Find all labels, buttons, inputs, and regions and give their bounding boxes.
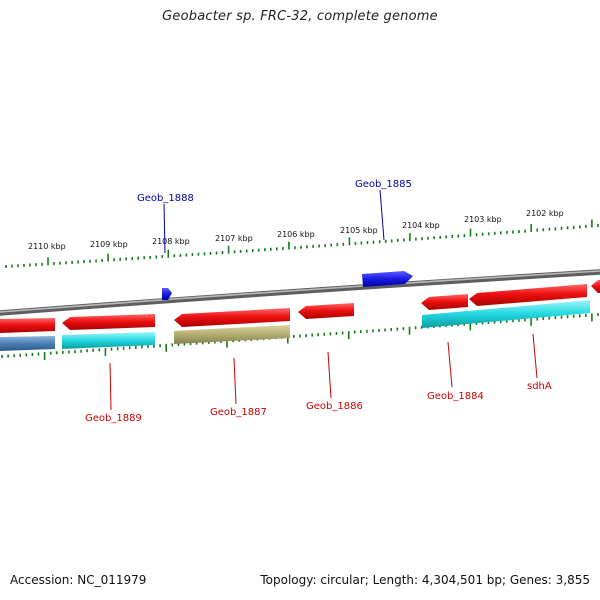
gene-label-geob-1886[interactable]: Geob_1886: [306, 401, 363, 412]
leader-geob-1885: [379, 189, 385, 241]
topology-text: Topology: circular; Length: 4,304,501 bp…: [260, 573, 590, 587]
kbp-label-2104: 2104 kbp: [402, 221, 440, 230]
gene-label-geob-1887[interactable]: Geob_1887: [210, 407, 267, 418]
leader-geob-1884: [447, 341, 453, 388]
gene-geob-1885[interactable]: [362, 271, 413, 287]
forward-strand-genes: [162, 271, 413, 300]
kbp-labels: 2110 kbp 2109 kbp 2108 kbp 2107 kbp 2106…: [28, 209, 564, 251]
gene-geob-1886[interactable]: [298, 303, 354, 319]
kbp-label-2107: 2107 kbp: [215, 234, 253, 243]
label-leader-lines: [109, 189, 538, 411]
accession-text: Accession: NC_011979: [10, 573, 147, 587]
leader-geob-1888: [163, 203, 166, 254]
leader-geob-1886: [327, 351, 332, 399]
kbp-label-2102: 2102 kbp: [526, 209, 564, 218]
gene-geob-1887[interactable]: [174, 308, 290, 327]
cog-band-olive: [174, 325, 290, 344]
leader-geob-1889: [109, 362, 112, 411]
gene-sdha[interactable]: [469, 284, 587, 306]
genome-backbone-highlight: [0, 270, 600, 313]
kbp-label-2103: 2103 kbp: [464, 215, 502, 224]
gene-label-geob-1884[interactable]: Geob_1884: [427, 391, 484, 402]
reverse-strand-genes: [0, 280, 600, 333]
gene-unnamed-red-a[interactable]: [62, 314, 155, 330]
cog-band-cyan-a: [62, 332, 155, 349]
gene-label-geob-1889[interactable]: Geob_1889: [85, 413, 142, 424]
gene-geob-1888[interactable]: [162, 288, 172, 300]
kbp-label-2109: 2109 kbp: [90, 240, 128, 249]
genome-backbone: [0, 269, 600, 316]
gene-unnamed-red-b[interactable]: [591, 280, 600, 293]
gene-label-sdha[interactable]: sdhA: [527, 381, 552, 392]
kbp-label-2106: 2106 kbp: [277, 230, 315, 239]
genome-title: Geobacter sp. FRC-32, complete genome: [162, 9, 438, 24]
kbp-label-2105: 2105 kbp: [340, 226, 378, 235]
gene-geob-1889[interactable]: [0, 318, 55, 333]
gene-labels: Geob_1888 Geob_1885 Geob_1889 Geob_1887 …: [85, 179, 552, 424]
gene-label-geob-1888[interactable]: Geob_1888: [137, 193, 194, 204]
leader-sdha: [532, 333, 538, 379]
cog-band-steel: [0, 336, 55, 351]
kbp-label-2110: 2110 kbp: [28, 242, 66, 251]
gene-label-geob-1885[interactable]: Geob_1885: [355, 179, 412, 190]
kbp-label-2108: 2108 kbp: [152, 237, 190, 246]
kbp-tick-row-upper: [5, 219, 599, 268]
cog-color-bands: [0, 300, 590, 351]
gene-geob-1884[interactable]: [421, 294, 468, 310]
leader-geob-1887: [233, 357, 237, 405]
cog-band-cyan-b: [422, 300, 590, 328]
